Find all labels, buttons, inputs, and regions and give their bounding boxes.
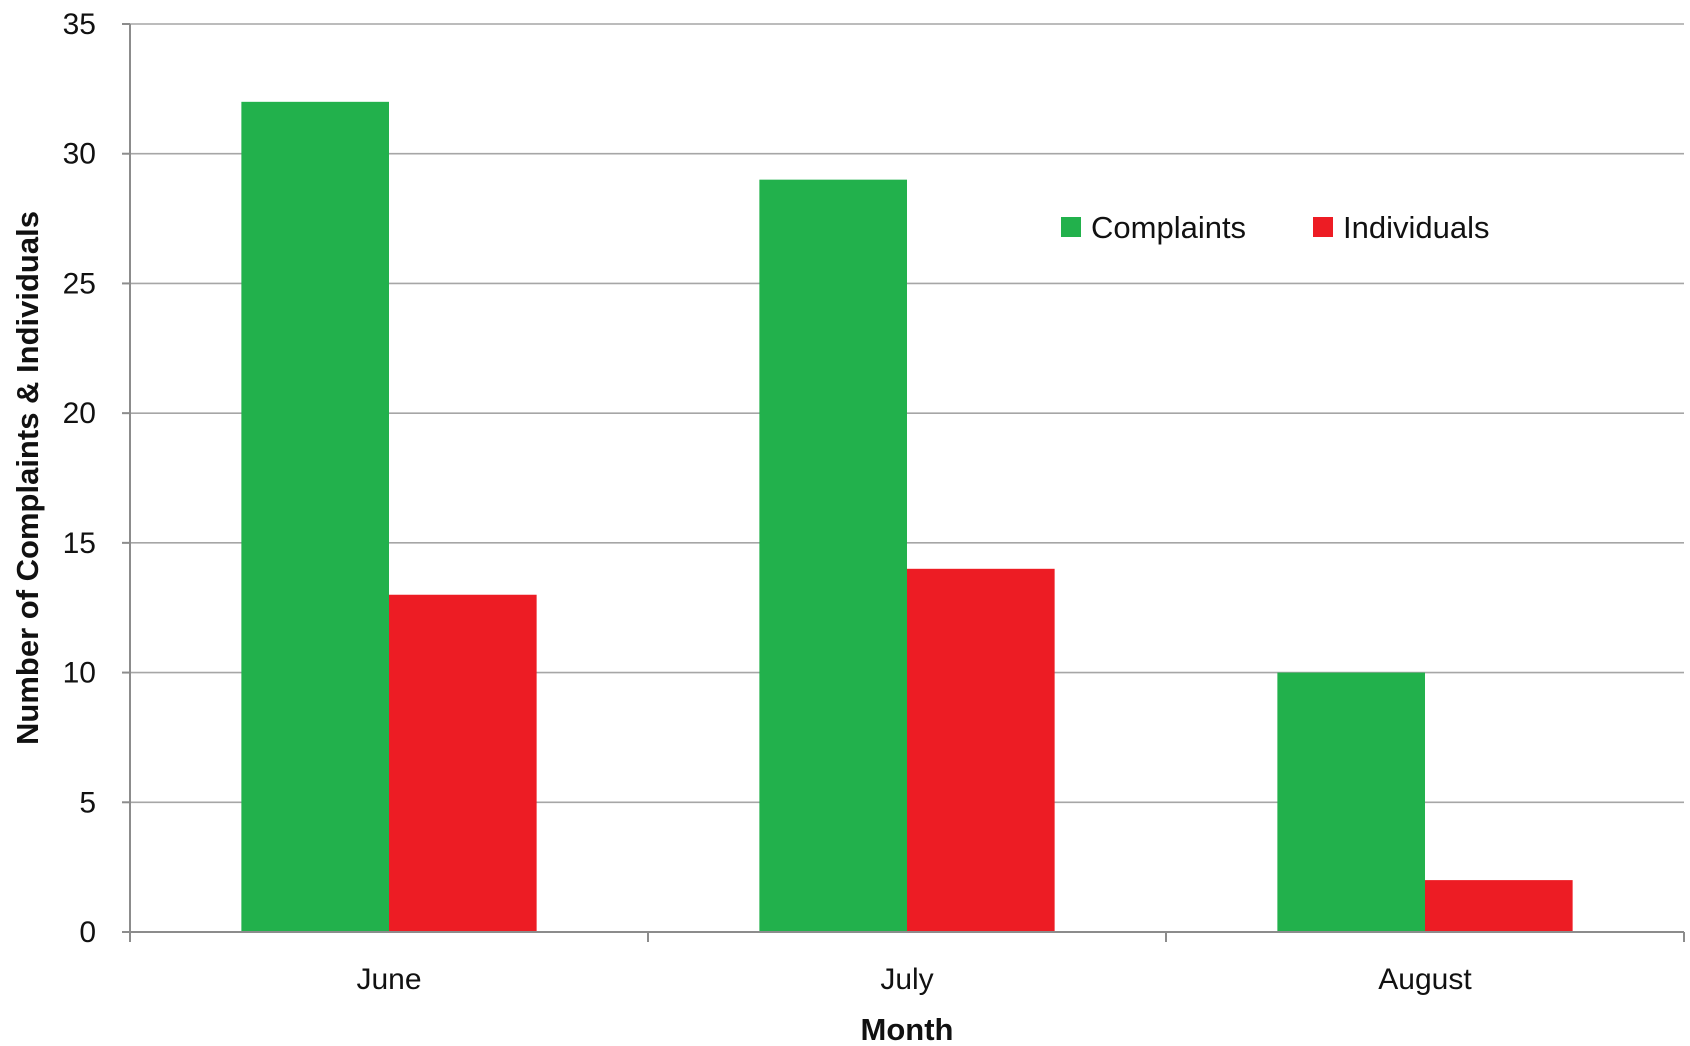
x-tick-labels: June July August — [129, 932, 1685, 996]
bar-individuals-august — [1425, 880, 1573, 932]
axes — [129, 24, 1684, 933]
bars — [241, 101, 1573, 933]
x-tick-label: June — [356, 963, 421, 996]
y-tick-label: 0 — [79, 916, 96, 949]
bar-complaints-july — [759, 179, 907, 932]
bar-individuals-june — [389, 594, 537, 932]
legend-label-complaints: Complaints — [1091, 210, 1246, 245]
bar-complaints-august — [1277, 672, 1425, 932]
y-tick-label: 25 — [63, 267, 96, 300]
legend-label-individuals: Individuals — [1343, 210, 1489, 245]
x-tick-label: July — [880, 963, 933, 996]
y-tick-label: 10 — [63, 657, 96, 690]
x-axis-title: Month — [861, 1012, 954, 1046]
bar-complaints-june — [241, 101, 389, 933]
y-tick-label: 15 — [63, 527, 96, 560]
y-tick-label: 35 — [63, 8, 96, 41]
x-tick-label: August — [1378, 963, 1472, 996]
y-tick-label: 30 — [63, 138, 96, 171]
y-tick-labels: 0 5 10 15 20 25 30 35 — [63, 8, 130, 949]
bar-individuals-july — [907, 568, 1055, 932]
legend-swatch-individuals — [1313, 217, 1333, 237]
y-tick-label: 20 — [63, 397, 96, 430]
y-axis-title: Number of Complaints & Individuals — [10, 211, 45, 745]
legend-swatch-complaints — [1061, 217, 1081, 237]
legend: Complaints Individuals — [1061, 210, 1489, 245]
y-tick-label: 5 — [79, 786, 96, 819]
